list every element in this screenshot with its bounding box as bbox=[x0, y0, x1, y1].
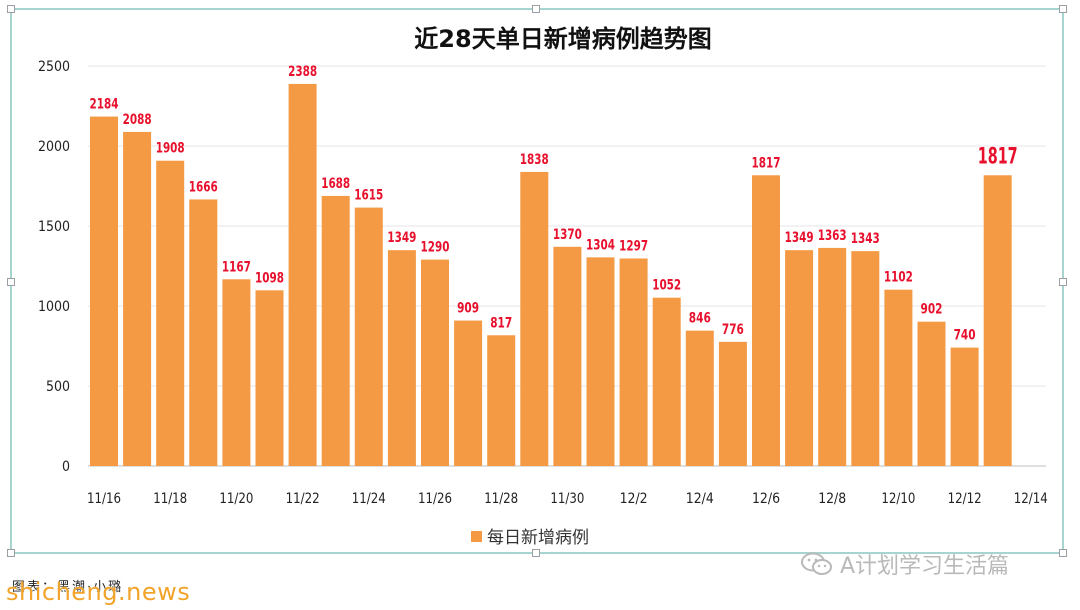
bar bbox=[288, 83, 317, 467]
x-tick-label: 12/2 bbox=[620, 491, 648, 507]
bar bbox=[619, 258, 648, 466]
resize-handle-corner-bottom-right[interactable] bbox=[1059, 549, 1067, 557]
bar bbox=[752, 175, 780, 466]
data-label: 909 bbox=[457, 301, 479, 317]
data-label: 846 bbox=[689, 311, 711, 327]
data-label: 740 bbox=[954, 328, 976, 344]
y-tick-label: 2000 bbox=[38, 139, 70, 155]
legend-swatch bbox=[471, 531, 482, 542]
data-label: 2388 bbox=[288, 64, 317, 80]
x-tick-label: 11/28 bbox=[484, 491, 518, 507]
x-tick-label: 11/26 bbox=[418, 491, 452, 507]
resize-handle-right[interactable] bbox=[1059, 278, 1067, 286]
data-label: 1102 bbox=[884, 270, 913, 286]
data-label: 1098 bbox=[255, 270, 284, 286]
x-tick-label: 11/22 bbox=[286, 491, 320, 507]
bar bbox=[652, 297, 681, 466]
x-tick-label: 12/8 bbox=[818, 491, 846, 507]
data-label: 1290 bbox=[421, 240, 450, 256]
resize-handle-corner-top-right[interactable] bbox=[1059, 5, 1067, 13]
y-tick-label: 0 bbox=[62, 459, 70, 475]
bar bbox=[321, 195, 350, 467]
bar bbox=[785, 250, 814, 466]
bar bbox=[156, 160, 185, 466]
resize-handle-bottom[interactable] bbox=[532, 549, 540, 557]
data-label: 1363 bbox=[818, 228, 847, 244]
resize-handle-top[interactable] bbox=[532, 5, 540, 13]
data-label: 1838 bbox=[520, 152, 549, 168]
data-label: 1349 bbox=[785, 230, 814, 246]
bar bbox=[255, 290, 284, 466]
legend: 每日新增病例 bbox=[471, 528, 589, 548]
bar bbox=[884, 289, 913, 466]
data-label: 1297 bbox=[619, 238, 648, 254]
x-tick-label: 11/20 bbox=[219, 491, 253, 507]
x-tick-label: 11/30 bbox=[550, 491, 584, 507]
resize-handle-left[interactable] bbox=[7, 278, 15, 286]
data-label: 817 bbox=[490, 315, 512, 331]
bar bbox=[950, 347, 979, 466]
bar bbox=[586, 257, 615, 466]
resize-handle-corner-bottom-left[interactable] bbox=[7, 549, 15, 557]
y-tick-label: 500 bbox=[46, 379, 70, 395]
data-label: 1666 bbox=[189, 179, 218, 195]
x-axis: 11/16 11/18 11/20 11/22 11/24 11/26 11/28 11/30… bbox=[87, 491, 1048, 507]
bar bbox=[222, 279, 251, 466]
wechat-icon bbox=[801, 552, 832, 575]
data-label: 776 bbox=[722, 322, 744, 338]
bar bbox=[685, 330, 714, 466]
bar bbox=[520, 171, 549, 467]
y-tick-label: 1500 bbox=[38, 219, 70, 235]
bar bbox=[189, 199, 218, 466]
data-label: 1688 bbox=[321, 176, 350, 192]
x-tick-label: 12/14 bbox=[1014, 491, 1048, 507]
y-axis: 0 500 1000 1500 2000 2500 bbox=[38, 59, 70, 475]
account-name: A计划学习生活篇 bbox=[840, 554, 1010, 579]
data-label: 902 bbox=[921, 302, 943, 318]
bar bbox=[387, 250, 416, 466]
chart-title: 近28天单日新增病例趋势图 bbox=[414, 25, 711, 53]
data-label: 1349 bbox=[387, 230, 416, 246]
bar bbox=[354, 207, 383, 466]
y-tick-label: 2500 bbox=[38, 59, 70, 75]
bar bbox=[851, 251, 880, 466]
data-label: 1370 bbox=[553, 227, 582, 243]
data-label: 1304 bbox=[586, 237, 615, 253]
account-watermark: A计划学习生活篇 bbox=[800, 548, 1009, 580]
y-tick-label: 1000 bbox=[38, 299, 70, 315]
x-tick-label: 12/6 bbox=[752, 491, 780, 507]
data-label: 1817 bbox=[752, 155, 781, 171]
x-tick-label: 12/10 bbox=[881, 491, 915, 507]
x-tick-label: 11/16 bbox=[87, 491, 121, 507]
resize-handle-corner-top-left[interactable] bbox=[7, 5, 15, 13]
bar bbox=[917, 321, 946, 466]
bar bbox=[818, 247, 847, 466]
bar bbox=[718, 341, 747, 466]
bar bbox=[487, 335, 516, 466]
x-tick-label: 11/18 bbox=[153, 491, 187, 507]
data-label: 2088 bbox=[123, 112, 152, 128]
bar bbox=[90, 116, 118, 466]
bar bbox=[123, 131, 152, 467]
data-label: 1167 bbox=[222, 259, 251, 275]
data-label: 1052 bbox=[652, 278, 681, 294]
data-label: 1908 bbox=[156, 141, 185, 157]
data-label: 2184 bbox=[90, 97, 119, 113]
bar bbox=[983, 175, 1012, 466]
x-tick-label: 11/24 bbox=[352, 491, 386, 507]
x-tick-label: 12/12 bbox=[948, 491, 982, 507]
chart-credit: 图表：黑潮·小璐 bbox=[12, 580, 124, 595]
x-tick-label: 12/4 bbox=[686, 491, 714, 507]
bar bbox=[553, 246, 582, 466]
bars bbox=[90, 83, 1012, 467]
data-label: 1817 bbox=[978, 144, 1018, 169]
site-watermark: shicheng.news bbox=[6, 578, 191, 606]
data-label: 1343 bbox=[851, 231, 880, 247]
bar bbox=[454, 320, 483, 466]
legend-label: 每日新增病例 bbox=[487, 528, 589, 548]
data-label: 1615 bbox=[354, 188, 383, 204]
bar bbox=[421, 259, 449, 466]
